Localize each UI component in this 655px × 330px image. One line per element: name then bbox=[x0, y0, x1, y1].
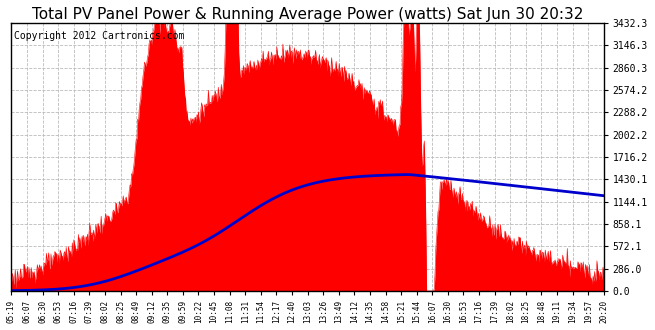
Title: Total PV Panel Power & Running Average Power (watts) Sat Jun 30 20:32: Total PV Panel Power & Running Average P… bbox=[32, 7, 584, 22]
Text: Copyright 2012 Cartronics.com: Copyright 2012 Cartronics.com bbox=[14, 31, 185, 41]
